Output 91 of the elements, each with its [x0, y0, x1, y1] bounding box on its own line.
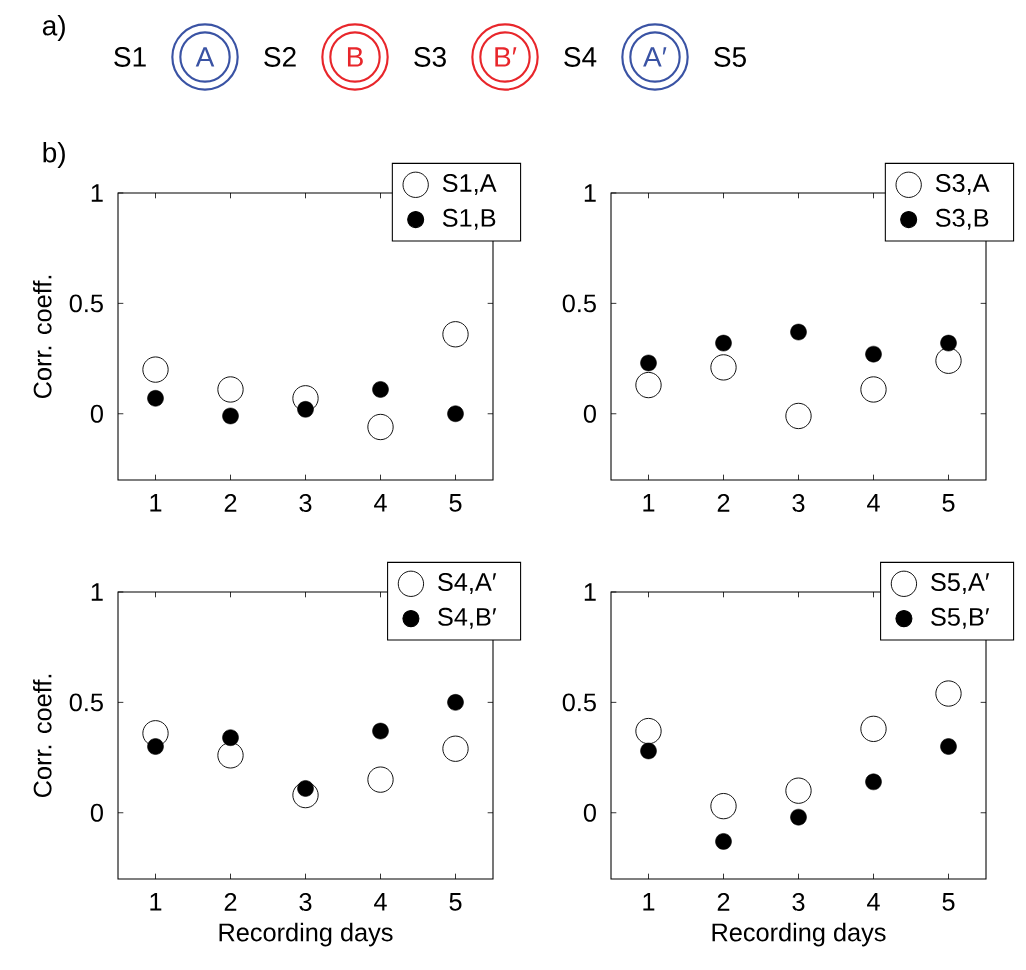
point: [935, 347, 962, 374]
category-label: B′: [495, 47, 517, 67]
legend-label: S5,A′: [931, 573, 990, 594]
point: [217, 376, 244, 403]
x-tick-label: 2: [224, 893, 237, 911]
x-axis-title: Recording days: [219, 922, 393, 947]
point: [442, 321, 469, 348]
point: [940, 738, 957, 755]
x-tick-label: 1: [150, 494, 162, 512]
point: [715, 833, 732, 850]
x-tick-label: 5: [449, 893, 462, 911]
point: [217, 742, 244, 769]
y-tick-label: 0: [90, 803, 103, 822]
y-tick-label: 0: [583, 803, 596, 822]
y-axis-title: Corr. coeff.: [33, 674, 52, 798]
x-axis-title: Recording days: [712, 922, 886, 947]
point: [860, 376, 887, 403]
point: [790, 808, 807, 826]
text: S2: [264, 47, 296, 67]
text: S4: [564, 47, 597, 67]
x-tick-label: 5: [942, 893, 955, 911]
category-label: A: [195, 47, 215, 67]
y-tick-label: 0.5: [69, 294, 103, 313]
point: [372, 722, 389, 740]
point: [367, 413, 394, 441]
point: [785, 402, 812, 430]
text: S3: [414, 47, 446, 67]
point: [635, 717, 662, 745]
text: a): [42, 14, 65, 42]
category-label: B: [347, 47, 363, 67]
x-tick-label: 4: [867, 494, 880, 512]
y-tick-label: 0.5: [562, 294, 596, 313]
text: S1: [114, 47, 146, 67]
point: [222, 407, 239, 425]
x-tick-label: 5: [942, 494, 955, 512]
x-tick-label: 1: [150, 893, 162, 911]
point: [865, 773, 882, 791]
point: [635, 371, 662, 399]
point: [940, 334, 957, 352]
point: [860, 715, 887, 742]
y-tick-label: 0: [90, 404, 103, 423]
x-tick-label: 5: [449, 494, 462, 512]
y-tick-label: 0.5: [69, 693, 103, 712]
point: [447, 694, 464, 711]
point: [222, 729, 239, 746]
x-tick-label: 2: [717, 494, 730, 512]
text: S5: [714, 47, 746, 67]
legend-label: S1,A: [442, 174, 497, 195]
point: [710, 792, 737, 820]
x-tick-label: 1: [643, 893, 655, 911]
point: [297, 401, 314, 418]
legend-label: S4,A′: [438, 573, 497, 594]
point: [935, 680, 962, 707]
point: [372, 381, 389, 398]
x-tick-label: 4: [374, 893, 387, 911]
point: [865, 345, 882, 363]
point: [640, 742, 657, 760]
point: [447, 405, 464, 423]
y-axis-title: Corr. coeff.: [33, 275, 52, 399]
point: [147, 390, 164, 407]
legend-label: S3,A: [935, 174, 990, 195]
x-tick-label: 2: [717, 893, 730, 911]
y-tick-label: 1: [584, 184, 596, 202]
point: [640, 354, 657, 372]
x-tick-label: 1: [643, 494, 655, 512]
y-tick-label: 0: [583, 404, 596, 423]
point: [367, 766, 394, 793]
text: b): [43, 141, 65, 169]
x-tick-label: 3: [299, 893, 312, 911]
y-tick-label: 1: [584, 583, 596, 601]
point: [785, 777, 812, 804]
legend-label: S4,B′: [438, 607, 497, 629]
y-tick-label: 1: [91, 184, 103, 202]
legend-label: S3,B: [935, 208, 989, 230]
point: [147, 738, 164, 755]
x-tick-label: 2: [224, 494, 237, 512]
legend-label: S5,B′: [931, 607, 990, 629]
category-label: A′: [643, 47, 667, 67]
x-tick-label: 4: [374, 494, 387, 512]
point: [142, 356, 169, 383]
y-tick-label: 0.5: [562, 693, 596, 712]
x-tick-label: 4: [867, 893, 880, 911]
x-tick-label: 3: [299, 494, 312, 512]
x-tick-label: 3: [792, 893, 805, 911]
point: [710, 354, 737, 381]
legend-label: S1,B: [442, 208, 496, 230]
point: [790, 323, 807, 341]
point: [442, 735, 469, 762]
x-tick-label: 3: [792, 494, 805, 512]
y-tick-label: 1: [91, 583, 103, 601]
point: [715, 334, 732, 352]
